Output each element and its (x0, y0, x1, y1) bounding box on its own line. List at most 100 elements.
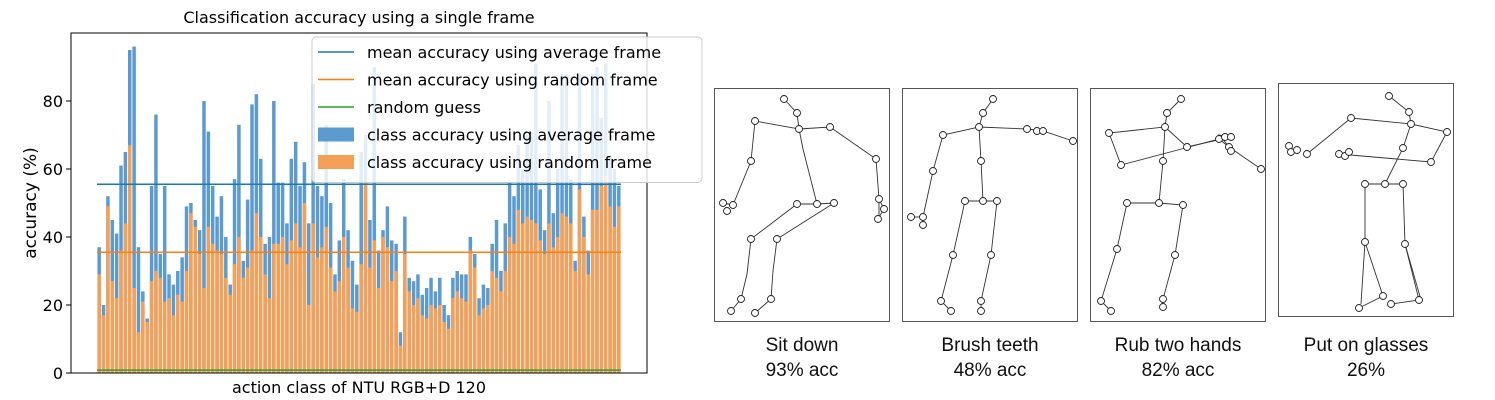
bar-random-25 (202, 288, 206, 373)
bar-random-79 (438, 305, 442, 373)
bar-random-98 (521, 223, 525, 373)
bar-random-101 (534, 223, 538, 373)
bar-random-62 (363, 182, 368, 373)
bar-random-27 (210, 243, 215, 373)
bar-random-2 (101, 315, 106, 373)
bar-random-80 (442, 322, 446, 373)
bar-random-57 (341, 237, 346, 373)
bar-random-114 (590, 209, 595, 373)
bar-average-13 (149, 186, 154, 373)
bar-random-67 (385, 247, 390, 373)
bar-random-39 (263, 274, 267, 373)
bar-random-51 (315, 257, 320, 373)
bar-random-34 (241, 277, 246, 373)
bar-random-10 (136, 332, 141, 373)
bar-random-21 (184, 271, 189, 373)
skeleton-label: Put on glasses (1303, 335, 1429, 356)
bar-random-42 (276, 243, 280, 373)
bar-random-108 (564, 216, 569, 373)
bar-average-49 (307, 223, 311, 373)
bar-random-77 (429, 305, 433, 373)
bar-random-89 (481, 308, 486, 373)
bar-random-30 (224, 277, 228, 373)
bar-random-97 (516, 209, 521, 373)
bar-random-113 (586, 274, 590, 373)
bar-random-38 (259, 237, 263, 373)
bar-random-12 (145, 322, 149, 373)
bar-random-110 (573, 271, 577, 373)
bar-random-118 (608, 206, 612, 373)
bar-random-14 (154, 271, 158, 373)
bar-random-78 (433, 308, 438, 373)
skeleton-accuracy: 93% acc (765, 360, 839, 381)
skeleton-label: Sit down (765, 335, 839, 356)
skeleton-figure-sit-down (719, 95, 888, 317)
bar-random-60 (355, 311, 359, 373)
mean-lines-group (97, 183, 621, 371)
bar-random-56 (337, 281, 342, 373)
bar-random-17 (167, 298, 171, 373)
bar-random-22 (189, 213, 193, 373)
bar-random-8 (128, 145, 132, 373)
bar-random-82 (451, 298, 455, 373)
skeleton-panel-rub-two-hands (1090, 88, 1266, 322)
bar-random-48 (302, 203, 307, 373)
bar-random-4 (110, 281, 115, 373)
skeleton-label: Rub two hands (1114, 335, 1242, 356)
bar-random-3 (106, 206, 110, 373)
skeleton-caption-4: Put on glasses 26% (1266, 333, 1466, 383)
bar-random-28 (215, 250, 219, 373)
bar-random-58 (346, 267, 350, 373)
bar-average-9 (132, 46, 136, 373)
bar-random-9 (132, 288, 136, 373)
bar-random-115 (595, 209, 599, 373)
bar-random-55 (333, 291, 337, 373)
bar-random-81 (446, 328, 451, 373)
y-axis: 0 20 40 60 80 (43, 92, 71, 383)
legend-label-1: mean accuracy using average frame (367, 43, 661, 62)
bar-random-18 (171, 315, 176, 373)
bar-random-68 (390, 281, 394, 373)
skeleton-accuracy: 48% acc (953, 360, 1027, 381)
bar-random-7 (123, 223, 128, 373)
bar-random-105 (551, 247, 556, 373)
x-axis-label: action class of NTU RGB+D 120 (232, 378, 486, 397)
bar-random-69 (394, 271, 398, 373)
bar-random-75 (420, 315, 425, 373)
bar-random-83 (455, 291, 459, 373)
bar-random-52 (320, 247, 324, 373)
bar-random-109 (569, 223, 573, 373)
bar-random-90 (486, 305, 490, 373)
bar-random-96 (512, 243, 516, 373)
skeleton-panel-brush-teeth (902, 88, 1078, 322)
bar-random-117 (603, 175, 608, 373)
bar-random-11 (141, 301, 145, 373)
bar-random-59 (350, 308, 355, 373)
legend-label-4: class accuracy using average frame (367, 126, 655, 145)
bar-average-36 (250, 104, 254, 374)
bar-random-119 (612, 226, 617, 373)
bar-random-40 (267, 298, 272, 373)
bar-random-94 (503, 271, 508, 373)
bar-random-93 (499, 291, 503, 373)
skeleton-accuracy: 26% (1346, 360, 1386, 381)
bar-random-120 (617, 206, 621, 373)
bar-random-106 (555, 237, 560, 373)
plot-frame (70, 32, 648, 374)
bar-random-32 (232, 264, 237, 373)
bar-random-35 (245, 267, 250, 373)
bar-random-15 (158, 277, 163, 373)
bar-random-70 (398, 345, 403, 373)
y-tick-label: 80 (43, 92, 63, 111)
bar-random-64 (372, 240, 377, 373)
bar-random-16 (162, 301, 167, 373)
bar-random-23 (193, 226, 197, 373)
bar-random-86 (468, 250, 473, 373)
bar-random-20 (180, 301, 184, 373)
y-tick-label: 40 (43, 228, 63, 247)
bar-average-14 (154, 114, 158, 373)
bar-average-61 (359, 152, 363, 373)
bar-random-29 (219, 254, 224, 373)
bar-random-24 (197, 254, 202, 373)
